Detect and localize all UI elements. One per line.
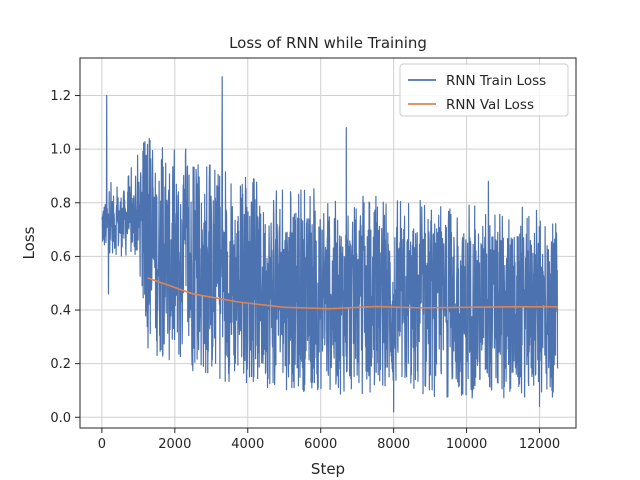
ticks: 0 2000 4000 6000 8000 10000 12000 0.0 0.2 0.4 0.6 0… bbox=[50, 89, 560, 452]
y-tick-label: 0.0 bbox=[50, 411, 71, 426]
x-tick-label: 4000 bbox=[231, 437, 264, 452]
y-axis-label: Loss bbox=[20, 226, 38, 259]
val-loss-series bbox=[147, 277, 558, 310]
y-tick-label: 0.8 bbox=[50, 196, 71, 211]
x-tick-label: 2000 bbox=[158, 437, 191, 452]
train-loss-series bbox=[101, 76, 559, 413]
y-tick-label: 0.6 bbox=[50, 250, 71, 265]
plot-frame bbox=[79, 57, 577, 429]
legend-label-val: RNN Val Loss bbox=[446, 97, 534, 113]
legend: RNN Train Loss RNN Val Loss bbox=[399, 63, 569, 117]
y-tick-label: 0.2 bbox=[50, 357, 71, 372]
y-tick-label: 1.2 bbox=[50, 89, 71, 104]
x-tick-label: 12000 bbox=[519, 437, 560, 452]
legend-label-train: RNN Train Loss bbox=[446, 73, 546, 89]
train-loss-line bbox=[101, 76, 559, 413]
x-axis-label: Step bbox=[311, 460, 345, 478]
legend-box bbox=[399, 63, 569, 117]
y-tick-label: 1.0 bbox=[50, 143, 71, 158]
x-tick-label: 6000 bbox=[304, 437, 337, 452]
x-tick-label: 8000 bbox=[377, 437, 410, 452]
x-tick-label: 0 bbox=[98, 437, 106, 452]
val-loss-line bbox=[147, 277, 558, 310]
y-tick-label: 0.4 bbox=[50, 304, 71, 319]
chart-title: Loss of RNN while Training bbox=[229, 34, 427, 52]
x-tick-label: 10000 bbox=[446, 437, 487, 452]
